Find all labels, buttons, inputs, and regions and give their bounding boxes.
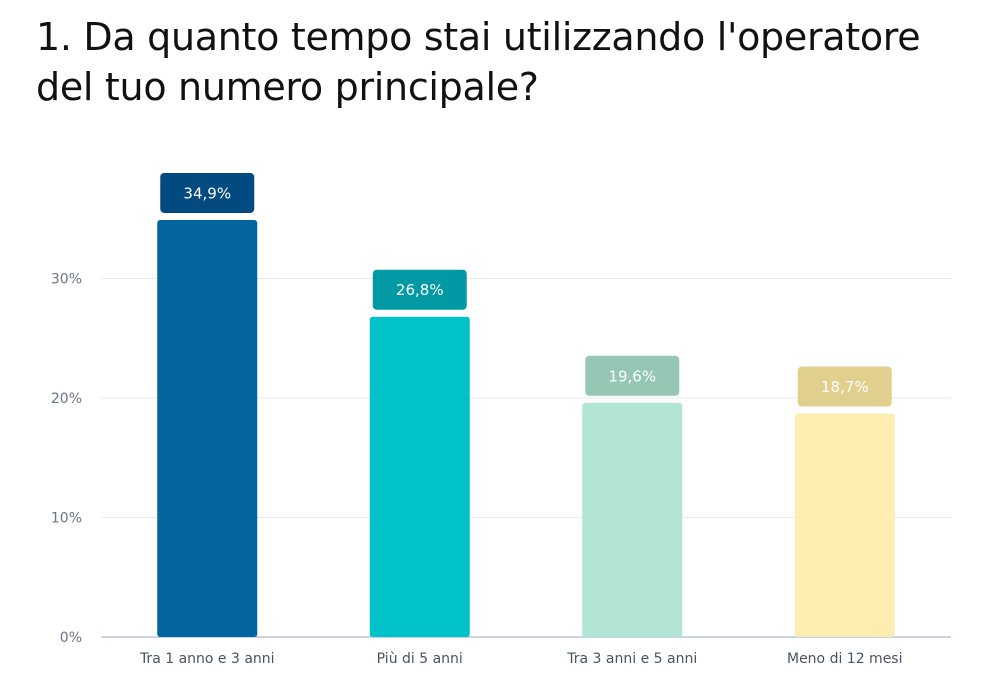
bar bbox=[794, 413, 895, 637]
value-label: 26,8% bbox=[396, 281, 444, 299]
x-tick-label: Tra 3 anni e 5 anni bbox=[566, 651, 697, 667]
value-label-box bbox=[797, 366, 892, 407]
x-tick-label: Meno di 12 mesi bbox=[787, 651, 903, 667]
chart-title: 1. Da quanto tempo stai utilizzando l'op… bbox=[36, 15, 921, 109]
value-label-box bbox=[585, 355, 680, 396]
y-axis-ticks: 0% 10% 20% 30% bbox=[51, 272, 82, 647]
x-axis-labels: Tra 1 anno e 3 anni Più di 5 anni Tra 3 an… bbox=[139, 651, 903, 667]
value-label: 34,9% bbox=[183, 184, 231, 202]
bars: 34,9% 26,8% 19,6% 18,7% bbox=[157, 172, 895, 637]
x-tick-label: Tra 1 anno e 3 anni bbox=[139, 651, 275, 667]
value-label: 18,7% bbox=[821, 378, 869, 396]
value-label-box bbox=[160, 172, 255, 213]
y-tick-label: 10% bbox=[51, 511, 82, 527]
bar bbox=[369, 316, 470, 637]
y-tick-label: 20% bbox=[51, 391, 82, 407]
y-tick-label: 0% bbox=[60, 630, 82, 646]
x-tick-label: Più di 5 anni bbox=[377, 651, 463, 667]
bar bbox=[157, 219, 258, 637]
bar bbox=[582, 402, 683, 637]
y-tick-label: 30% bbox=[51, 272, 82, 288]
value-label: 19,6% bbox=[608, 367, 656, 385]
value-label-box bbox=[372, 269, 467, 310]
